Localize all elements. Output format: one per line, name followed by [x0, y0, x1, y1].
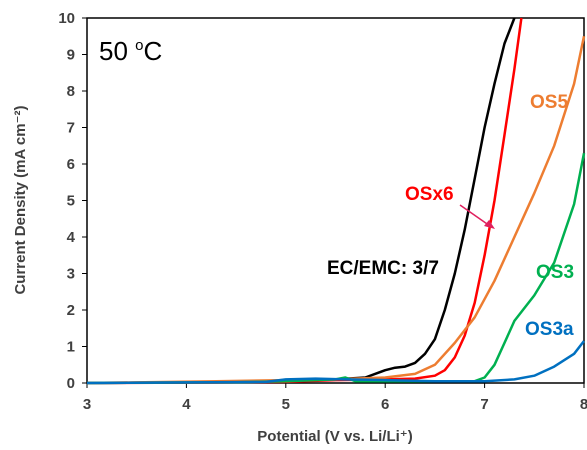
y-tick-label: 7 — [67, 120, 75, 137]
osx6-arrow-line — [459, 204, 491, 227]
y-axis-ticks: 0 1 2 3 4 5 6 7 8 9 10 — [58, 10, 87, 392]
y-tick-label: 5 — [67, 193, 75, 210]
y-tick-label: 0 — [67, 375, 75, 392]
x-axis-ticks: 3 4 5 6 7 8 — [83, 383, 587, 413]
temperature-annotation: 50 oC — [99, 36, 162, 66]
series-label-osx6: OSx6 — [405, 184, 454, 205]
x-tick-label: 4 — [182, 396, 191, 413]
series-label-ec-emc: EC/EMC: 3/7 — [327, 258, 439, 279]
x-tick-label: 8 — [580, 396, 587, 413]
plot-area — [86, 17, 585, 384]
x-tick-label: 5 — [282, 396, 290, 413]
x-tick-label: 6 — [381, 396, 389, 413]
series-label-os5: OS5 — [530, 92, 568, 113]
y-tick-label: 8 — [67, 83, 75, 100]
y-tick-label: 9 — [67, 47, 75, 64]
series-lines — [86, 17, 586, 385]
y-tick-label: 2 — [67, 302, 75, 319]
y-tick-label: 3 — [67, 266, 75, 283]
osx6-arrow-head — [484, 220, 495, 229]
y-tick-label: 1 — [67, 339, 75, 356]
x-tick-label: 7 — [480, 396, 488, 413]
series-line-os3a — [86, 340, 585, 385]
y-tick-label: 6 — [67, 156, 75, 173]
x-axis-label: Potential (V vs. Li/Li⁺) — [257, 428, 412, 445]
x-tick-label: 3 — [83, 396, 91, 413]
series-label-os3: OS3 — [536, 262, 574, 283]
y-tick-label: 4 — [67, 229, 76, 246]
series-line-osx6 — [86, 17, 523, 385]
y-tick-label: 10 — [58, 10, 75, 27]
y-axis-label: Current Density (mA cm⁻²) — [12, 105, 29, 294]
series-label-os3a: OS3a — [525, 319, 574, 340]
